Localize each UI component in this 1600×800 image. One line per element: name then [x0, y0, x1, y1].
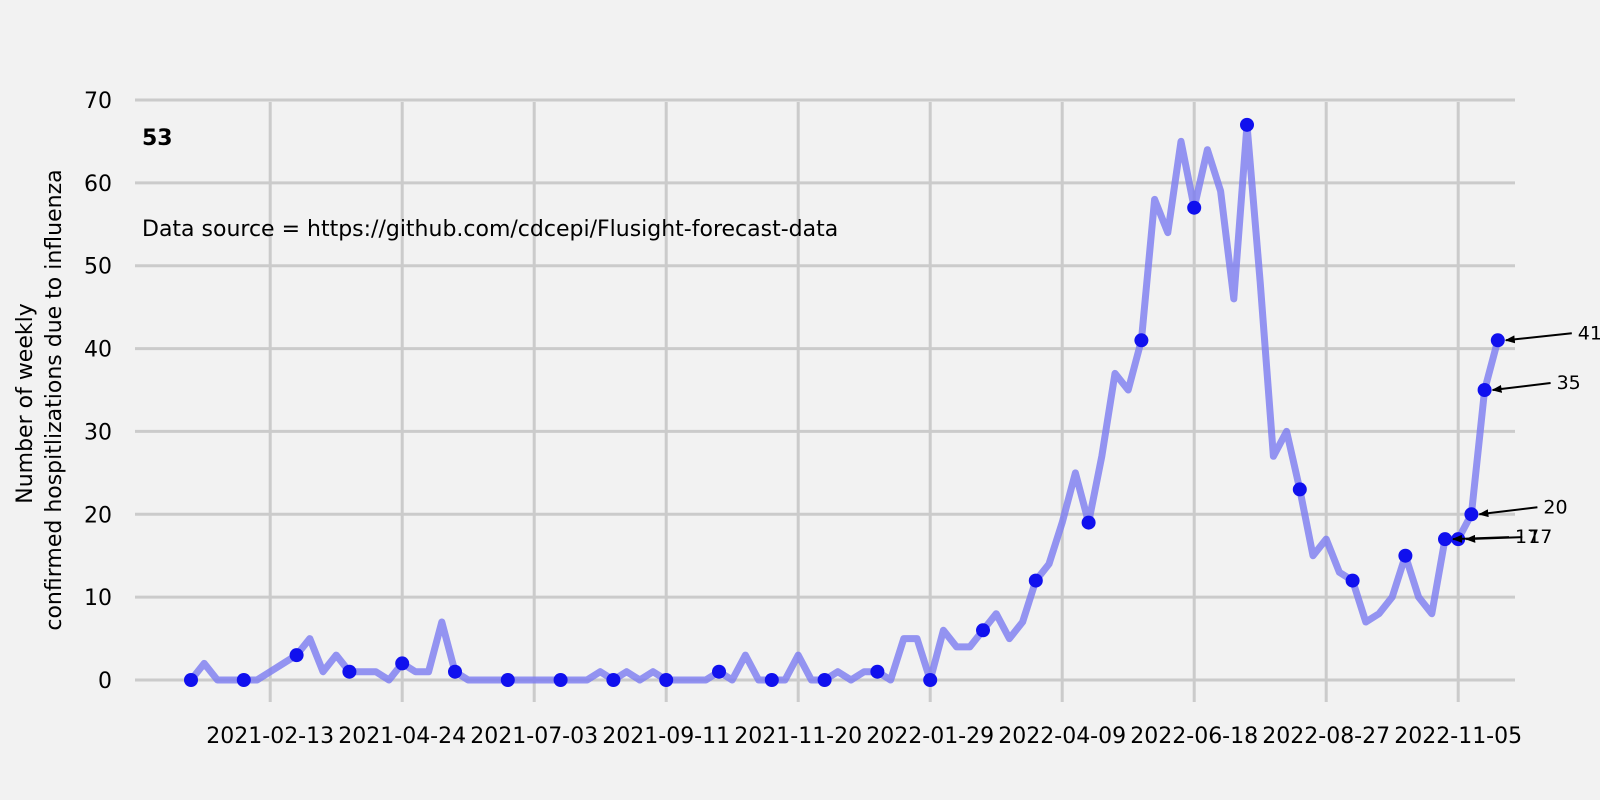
data-point: [448, 664, 462, 679]
data-point: [1028, 573, 1043, 588]
y-tick-label: 70: [84, 89, 112, 114]
data-point: [289, 648, 304, 663]
data-source-note: Data source = https://github.com/cdcepi/…: [142, 217, 838, 242]
data-point: [1240, 117, 1254, 132]
data-point: [1292, 482, 1307, 497]
y-tick-label: 60: [84, 172, 112, 197]
data-point: [395, 656, 410, 671]
annotation-label: 17: [1515, 526, 1539, 548]
y-tick-label: 40: [84, 338, 112, 363]
data-point: [923, 673, 938, 687]
data-point: [1081, 515, 1096, 530]
data-point: [764, 673, 779, 687]
annotation-label: 41: [1578, 322, 1600, 344]
data-point: [817, 673, 832, 687]
data-point: [1187, 200, 1202, 215]
data-point: [553, 673, 568, 687]
data-point: [1477, 383, 1492, 397]
markers: [184, 117, 1505, 687]
annotation-arrow: [1504, 332, 1572, 344]
y-tick-label: 50: [84, 255, 112, 280]
y-axis-label-line-2: confirmed hospitlizations due to influen…: [42, 169, 67, 630]
y-tick-label: 30: [84, 420, 112, 445]
chart-title: 53: [142, 126, 173, 151]
data-point: [1438, 532, 1452, 547]
y-axis-label: Number of weekly confirmed hospitlizatio…: [13, 169, 67, 630]
x-tick-label: 2021-09-11: [602, 724, 730, 749]
x-tick-label: 2021-04-24: [338, 724, 466, 749]
y-axis-label-line-1: Number of weekly: [13, 303, 38, 504]
series: [187, 121, 1502, 684]
data-point: [1490, 333, 1505, 348]
data-point: [1134, 333, 1149, 348]
x-tick-label: 2021-11-20: [734, 724, 862, 749]
x-tick-label: 2022-08-27: [1262, 724, 1390, 749]
x-tick-label: 2022-11-05: [1394, 724, 1522, 749]
annotation-label: 17: [1528, 526, 1552, 548]
data-point: [236, 673, 251, 687]
data-point: [606, 673, 621, 687]
grid: [135, 98, 1515, 702]
y-tick-label: 10: [84, 586, 112, 611]
data-point: [976, 623, 990, 638]
x-tick-label: 2022-01-29: [866, 724, 994, 749]
data-point: [1345, 573, 1360, 588]
data-point: [1398, 548, 1413, 563]
data-point: [659, 673, 674, 687]
annotation-arrow: [1491, 382, 1551, 393]
x-tick-label: 2021-02-13: [206, 724, 334, 749]
annotation-arrow: [1478, 506, 1538, 518]
data-point: [870, 664, 885, 679]
data-point: [342, 664, 357, 679]
x-tick-label: 2022-04-09: [998, 724, 1126, 749]
x-tick-label: 2022-06-18: [1130, 724, 1258, 749]
x-tick-label: 2021-07-03: [470, 724, 598, 749]
series-line: [187, 121, 1502, 684]
annotation-label: 20: [1543, 496, 1567, 518]
data-point: [184, 673, 198, 687]
y-tick-label: 20: [84, 503, 112, 528]
data-point: [500, 673, 515, 687]
data-point: [1464, 507, 1479, 522]
data-point: [712, 664, 726, 679]
y-tick-label: 0: [98, 669, 112, 694]
annotation-arrow: [1465, 534, 1523, 543]
annotation-label: 35: [1557, 372, 1581, 394]
